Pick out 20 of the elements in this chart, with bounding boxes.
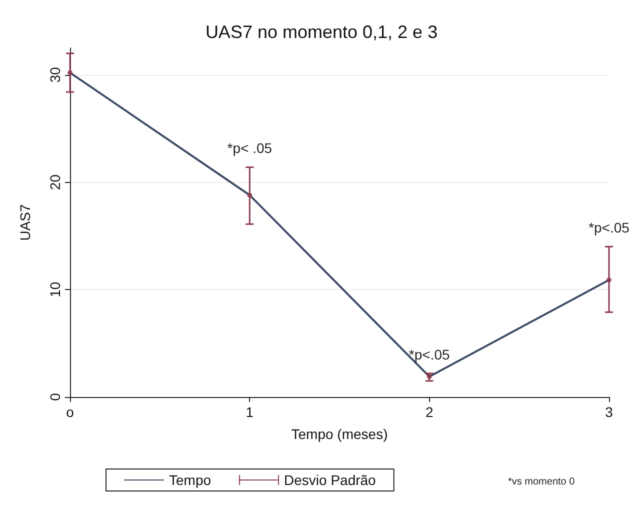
annotation: *p<.05 xyxy=(588,220,630,236)
y-tick-label: 0 xyxy=(47,392,63,401)
x-tick-label: 3 xyxy=(605,404,614,420)
y-axis-title: UAS7 xyxy=(17,204,33,241)
x-tick-label: 1 xyxy=(246,404,254,420)
chart-title: UAS7 no momento 0,1, 2 e 3 xyxy=(205,22,438,42)
x-tick-label: 2 xyxy=(425,404,434,420)
x-tick-label: o xyxy=(66,404,74,420)
point xyxy=(247,192,252,198)
point xyxy=(68,70,72,76)
annotation: *p<.05 xyxy=(408,346,450,362)
y-tick-label: 30 xyxy=(47,66,63,83)
y-tick-label: 10 xyxy=(47,282,63,298)
annotation: *p< .05 xyxy=(227,140,272,156)
text: *vs momento 0 xyxy=(508,476,576,488)
legend-label: Desvio Padrão xyxy=(284,472,376,488)
legend-label: Tempo xyxy=(169,472,212,488)
point xyxy=(606,277,612,282)
x-axis-title: Tempo (meses) xyxy=(291,426,388,442)
y-tick-label: 20 xyxy=(47,174,63,190)
